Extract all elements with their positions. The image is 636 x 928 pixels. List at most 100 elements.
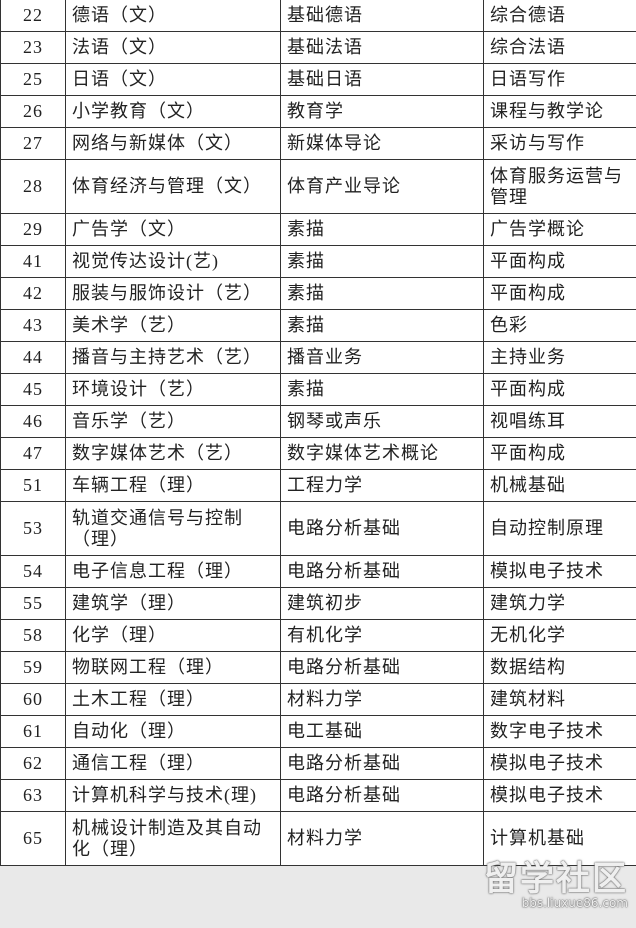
subject-2: 采访与写作 [483,127,636,160]
major-name: 计算机科学与技术(理) [65,779,281,812]
subject-1: 基础德语 [280,0,484,32]
major-code: 26 [0,95,66,128]
table-row: 54 电子信息工程（理） 电路分析基础 模拟电子技术 [0,555,636,588]
table-row: 29 广告学（文） 素描 广告学概论 [0,213,636,246]
table-row: 53 轨道交通信号与控制（理） 电路分析基础 自动控制原理 [0,501,636,556]
major-name: 小学教育（文） [65,95,281,128]
table-row: 28 体育经济与管理（文） 体育产业导论 体育服务运营与管理 [0,159,636,214]
major-code: 23 [0,31,66,64]
major-name: 环境设计（艺） [65,373,281,406]
table-row: 23 法语（文） 基础法语 综合法语 [0,31,636,64]
subject-2: 综合法语 [483,31,636,64]
major-name: 美术学（艺） [65,309,281,342]
table-row: 65 机械设计制造及其自动化（理） 材料力学 计算机基础 [0,811,636,866]
major-name: 车辆工程（理） [65,469,281,502]
major-code: 58 [0,619,66,652]
major-name: 广告学（文） [65,213,281,246]
watermark: 留学社区 bbs.liuxue86.com [484,851,628,910]
table-row: 47 数字媒体艺术（艺） 数字媒体艺术概论 平面构成 [0,437,636,470]
subject-1: 工程力学 [280,469,484,502]
subject-2: 体育服务运营与管理 [483,159,636,214]
major-code: 41 [0,245,66,278]
subject-1: 新媒体导论 [280,127,484,160]
table-row: 63 计算机科学与技术(理) 电路分析基础 模拟电子技术 [0,779,636,812]
table-row: 41 视觉传达设计(艺) 素描 平面构成 [0,245,636,278]
subject-2: 课程与教学论 [483,95,636,128]
table-row: 27 网络与新媒体（文） 新媒体导论 采访与写作 [0,127,636,160]
subject-1: 基础日语 [280,63,484,96]
subject-2: 无机化学 [483,619,636,652]
subject-1: 素描 [280,277,484,310]
subject-2: 模拟电子技术 [483,779,636,812]
major-name: 自动化（理） [65,715,281,748]
subject-1: 钢琴或声乐 [280,405,484,438]
major-name: 土木工程（理） [65,683,281,716]
subject-2: 模拟电子技术 [483,747,636,780]
major-name: 化学（理） [65,619,281,652]
major-code: 47 [0,437,66,470]
table-row: 59 物联网工程（理） 电路分析基础 数据结构 [0,651,636,684]
subject-1: 电路分析基础 [280,651,484,684]
major-name: 建筑学（理） [65,587,281,620]
subject-1: 材料力学 [280,683,484,716]
major-name: 物联网工程（理） [65,651,281,684]
table-row: 43 美术学（艺） 素描 色彩 [0,309,636,342]
major-name: 法语（文） [65,31,281,64]
major-code: 29 [0,213,66,246]
subject-2: 机械基础 [483,469,636,502]
major-code: 53 [0,501,66,556]
subject-1: 素描 [280,309,484,342]
subject-1: 素描 [280,213,484,246]
subject-1: 有机化学 [280,619,484,652]
major-name: 日语（文） [65,63,281,96]
subject-1: 电路分析基础 [280,501,484,556]
major-code: 59 [0,651,66,684]
subject-2: 平面构成 [483,245,636,278]
subject-1: 播音业务 [280,341,484,374]
major-code: 62 [0,747,66,780]
major-code: 55 [0,587,66,620]
major-code: 44 [0,341,66,374]
subject-2: 建筑材料 [483,683,636,716]
major-code: 27 [0,127,66,160]
major-code: 63 [0,779,66,812]
table-row: 45 环境设计（艺） 素描 平面构成 [0,373,636,406]
subject-2: 数字电子技术 [483,715,636,748]
major-name: 轨道交通信号与控制（理） [65,501,281,556]
major-code: 46 [0,405,66,438]
table-row: 25 日语（文） 基础日语 日语写作 [0,63,636,96]
subject-1: 数字媒体艺术概论 [280,437,484,470]
major-name: 服装与服饰设计（艺） [65,277,281,310]
subject-1: 电工基础 [280,715,484,748]
table-row: 44 播音与主持艺术（艺） 播音业务 主持业务 [0,341,636,374]
subject-1: 电路分析基础 [280,779,484,812]
major-name: 电子信息工程（理） [65,555,281,588]
subject-2: 平面构成 [483,277,636,310]
table-row: 58 化学（理） 有机化学 无机化学 [0,619,636,652]
major-name: 网络与新媒体（文） [65,127,281,160]
subject-2: 数据结构 [483,651,636,684]
subject-2: 色彩 [483,309,636,342]
table-row: 46 音乐学（艺） 钢琴或声乐 视唱练耳 [0,405,636,438]
table-row: 61 自动化（理） 电工基础 数字电子技术 [0,715,636,748]
major-code: 22 [0,0,66,32]
subject-1: 材料力学 [280,811,484,866]
subject-2: 广告学概论 [483,213,636,246]
subject-2: 建筑力学 [483,587,636,620]
subject-1: 教育学 [280,95,484,128]
major-code: 60 [0,683,66,716]
subject-2: 综合德语 [483,0,636,32]
major-code: 54 [0,555,66,588]
subject-1: 电路分析基础 [280,747,484,780]
major-code: 51 [0,469,66,502]
major-code: 45 [0,373,66,406]
major-code: 42 [0,277,66,310]
subject-1: 基础法语 [280,31,484,64]
table-row: 26 小学教育（文） 教育学 课程与教学论 [0,95,636,128]
subject-1: 电路分析基础 [280,555,484,588]
major-name: 播音与主持艺术（艺） [65,341,281,374]
major-name: 音乐学（艺） [65,405,281,438]
subject-2: 计算机基础 [483,811,636,866]
subject-2: 日语写作 [483,63,636,96]
